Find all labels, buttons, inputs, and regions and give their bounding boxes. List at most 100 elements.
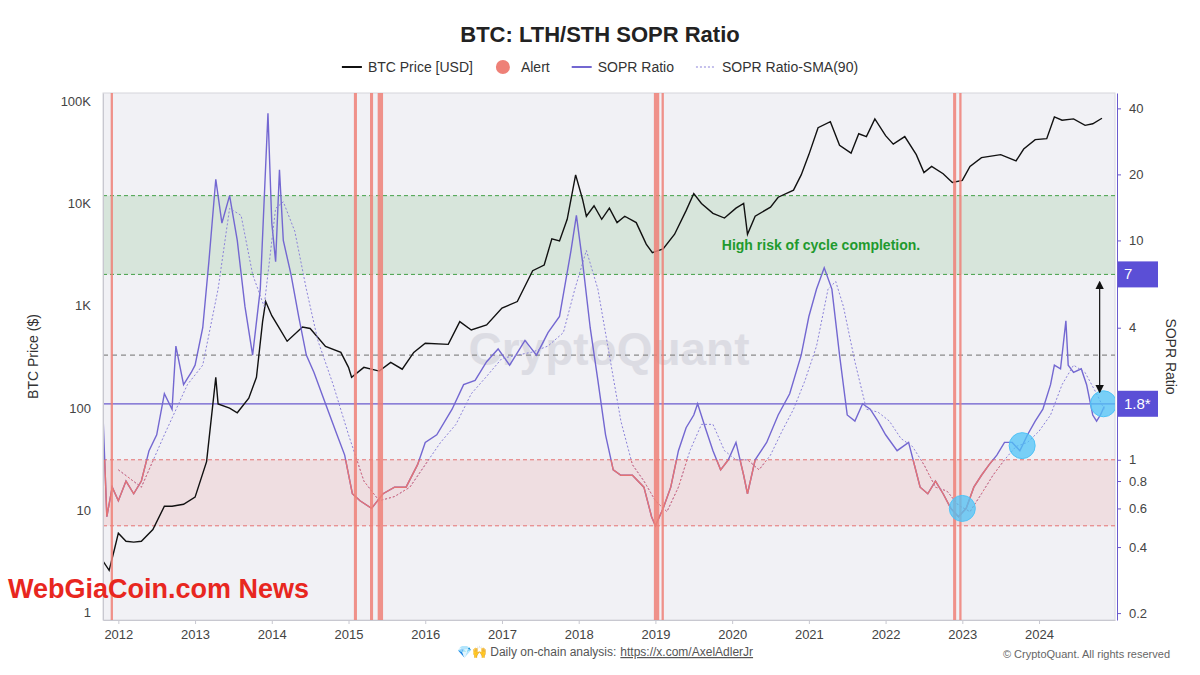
tick-mark bbox=[1117, 460, 1121, 461]
tick-mark bbox=[272, 620, 273, 624]
tick: 40 bbox=[1117, 101, 1143, 116]
tick: 1 bbox=[84, 605, 103, 620]
tick-label: 100 bbox=[69, 401, 91, 416]
legend-label: SOPR Ratio bbox=[598, 59, 674, 75]
tick-mark bbox=[809, 620, 810, 624]
tick-mark bbox=[195, 620, 196, 624]
tick-label: 2012 bbox=[104, 627, 133, 642]
zone-edge bbox=[103, 274, 1115, 275]
highlight-point bbox=[1090, 391, 1115, 417]
tick-mark bbox=[425, 620, 426, 624]
tick-label: 2014 bbox=[258, 627, 287, 642]
legend-swatch bbox=[696, 66, 716, 67]
alert-span bbox=[953, 93, 956, 620]
range-arrow bbox=[1099, 282, 1100, 391]
annotation: High risk of cycle completion. bbox=[722, 237, 920, 253]
alert-span bbox=[662, 93, 664, 620]
overlay-text: WebGiaCoin.com News bbox=[8, 574, 309, 604]
chart-title: BTC: LTH/STH SOPR Ratio bbox=[460, 22, 739, 47]
x-axis: 2012201320142015201620172018201920202021… bbox=[104, 620, 1116, 642]
tick: 10K bbox=[68, 196, 103, 211]
tick-label: 40 bbox=[1129, 101, 1143, 116]
legend-label: BTC Price [USD] bbox=[368, 59, 473, 75]
reference-line bbox=[103, 403, 1115, 404]
tick: 1K bbox=[75, 298, 103, 313]
legend-item: BTC Price [USD] bbox=[342, 59, 473, 75]
tick-label: 2022 bbox=[872, 627, 901, 642]
legend-label: SOPR Ratio-SMA(90) bbox=[722, 59, 858, 75]
tick-label: 0.8 bbox=[1129, 474, 1147, 489]
tick-label: 10K bbox=[68, 196, 91, 211]
tick: 0.4 bbox=[1117, 540, 1147, 555]
tick-label: 2017 bbox=[488, 627, 517, 642]
alert-span bbox=[378, 93, 383, 620]
alert-span bbox=[370, 93, 373, 620]
legend-swatch bbox=[342, 66, 362, 68]
tick-label: 1 bbox=[1129, 452, 1136, 467]
tick: 10 bbox=[77, 503, 103, 518]
plot-frame bbox=[103, 93, 1115, 620]
tick-label: 1 bbox=[84, 605, 91, 620]
tick-mark bbox=[1117, 240, 1121, 241]
tick-mark bbox=[1117, 613, 1121, 614]
highlight-point bbox=[1009, 433, 1035, 459]
legend-item: SOPR Ratio bbox=[572, 59, 674, 75]
tick-mark bbox=[1039, 620, 1040, 624]
series-line bbox=[118, 202, 1104, 512]
tick-label: 10 bbox=[77, 503, 91, 518]
tick-mark bbox=[1117, 174, 1121, 175]
tick: 2023 bbox=[948, 620, 977, 642]
tick-label: 1K bbox=[75, 298, 91, 313]
tick: 2013 bbox=[181, 620, 210, 642]
tick: 10 bbox=[1117, 233, 1143, 248]
axis-line bbox=[1117, 94, 1118, 621]
watermark: CryptoQuant bbox=[468, 323, 749, 375]
tick-mark bbox=[1117, 508, 1121, 509]
chart-root: BTC: LTH/STH SOPR Ratio CryptoQuant High r… bbox=[0, 0, 1200, 675]
tick-label: 0.2 bbox=[1129, 606, 1147, 621]
tick-mark bbox=[732, 620, 733, 624]
y2-axis-title: SOPR Ratio bbox=[1163, 318, 1179, 394]
y2-axis: 0.20.40.60.814102040 bbox=[1117, 94, 1147, 621]
zone-edge bbox=[103, 525, 1115, 526]
tick: 2016 bbox=[411, 620, 440, 642]
legend-swatch bbox=[496, 60, 510, 74]
tick: 2019 bbox=[641, 620, 670, 642]
tick-mark bbox=[962, 620, 963, 624]
tick: 2022 bbox=[872, 620, 901, 642]
axis-value-label: 1.8* bbox=[1124, 395, 1151, 412]
tick: 2017 bbox=[488, 620, 517, 642]
legend-label: Alert bbox=[521, 59, 550, 75]
tick-mark bbox=[1117, 547, 1121, 548]
legend-item: Alert bbox=[496, 59, 550, 75]
zone-edge bbox=[103, 195, 1115, 196]
axis-line bbox=[104, 620, 1116, 621]
tick: 2021 bbox=[795, 620, 824, 642]
alert-span bbox=[354, 93, 357, 620]
tick: 2012 bbox=[104, 620, 133, 642]
y-axis-title: BTC Price ($) bbox=[25, 314, 41, 399]
tick-mark bbox=[1117, 328, 1121, 329]
highlight-point bbox=[949, 495, 975, 521]
tick: 20 bbox=[1117, 167, 1143, 182]
tick-mark bbox=[579, 620, 580, 624]
tick-mark bbox=[1117, 481, 1121, 482]
axis-value-label: 7 bbox=[1124, 265, 1132, 282]
tick-label: 2023 bbox=[948, 627, 977, 642]
footer-link[interactable]: https://x.com/AxelAdlerJr bbox=[620, 645, 753, 659]
axis-line bbox=[103, 94, 104, 621]
tick: 2024 bbox=[1025, 620, 1054, 642]
tick: 100 bbox=[69, 401, 103, 416]
zone-band bbox=[103, 460, 1115, 526]
tick-mark bbox=[886, 620, 887, 624]
tick-label: 2019 bbox=[641, 627, 670, 642]
zone-edge bbox=[103, 459, 1115, 460]
tick: 0.8 bbox=[1117, 474, 1147, 489]
alert-span bbox=[111, 93, 113, 620]
tick-label: 0.4 bbox=[1129, 540, 1147, 555]
tick: 0.2 bbox=[1117, 606, 1147, 621]
alert-span bbox=[654, 93, 659, 620]
tick-label: 0.6 bbox=[1129, 501, 1147, 516]
tick-label: 2018 bbox=[565, 627, 594, 642]
tick-label: 2024 bbox=[1025, 627, 1054, 642]
